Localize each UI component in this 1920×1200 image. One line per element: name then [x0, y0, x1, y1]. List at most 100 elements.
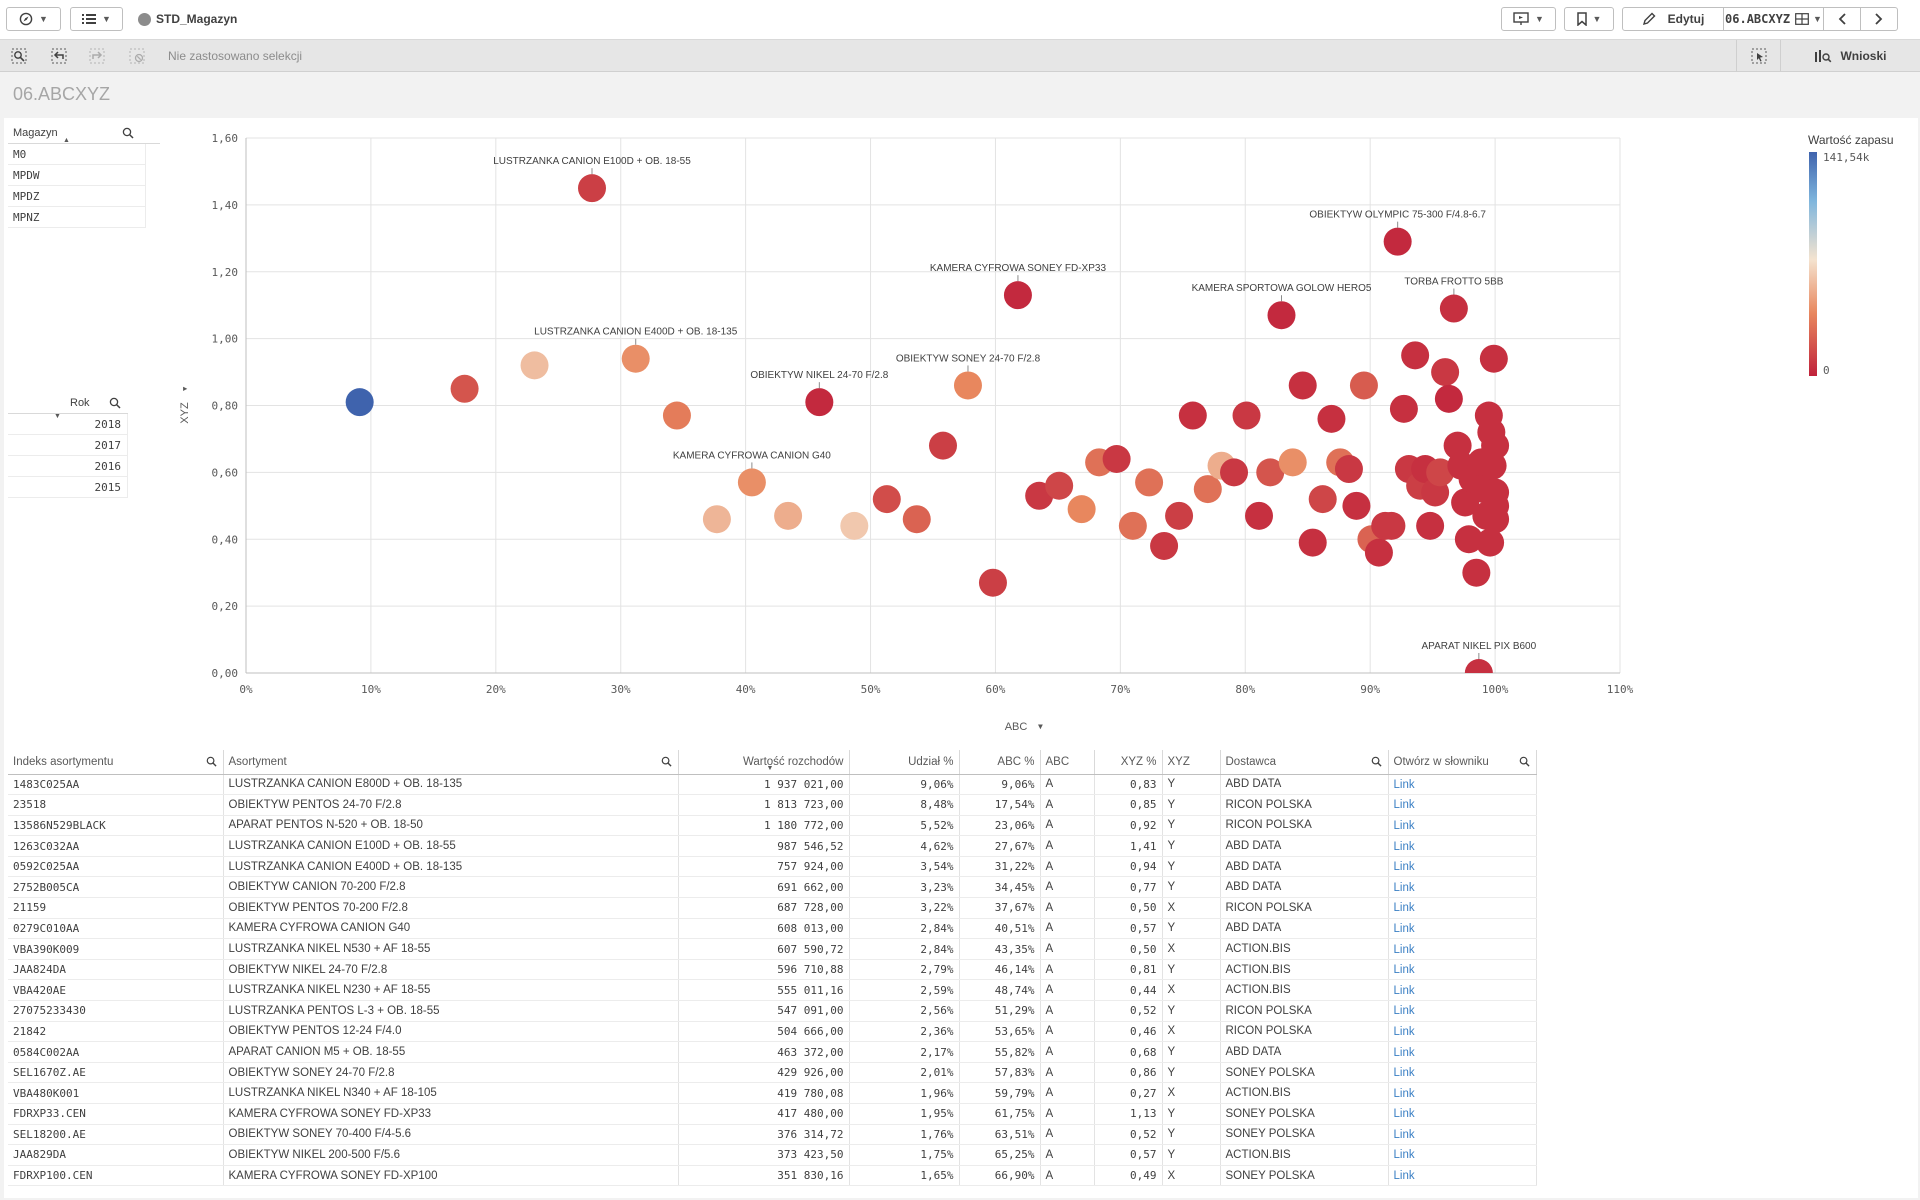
table-cell[interactable]: 0584C002AA	[8, 1041, 224, 1063]
table-cell[interactable]: 547 091,00	[678, 1000, 850, 1022]
dictionary-link[interactable]: Link	[1393, 840, 1415, 853]
table-cell[interactable]: 55,82%	[959, 1041, 1041, 1063]
table-cell[interactable]: X	[1162, 1021, 1221, 1043]
step-back-button[interactable]	[50, 47, 68, 65]
scatter-point[interactable]	[1220, 458, 1249, 487]
table-cell[interactable]: 3,23%	[849, 876, 960, 899]
table-cell[interactable]: 48,74%	[959, 979, 1041, 1002]
table-cell[interactable]: A	[1040, 1144, 1095, 1166]
scatter-point[interactable]	[805, 388, 834, 417]
table-cell[interactable]: Y	[1162, 1062, 1221, 1084]
scatter-point[interactable]	[1426, 458, 1455, 487]
scatter-point[interactable]	[737, 468, 766, 497]
search-icon[interactable]	[1519, 756, 1530, 767]
table-cell[interactable]: 8,48%	[849, 794, 960, 816]
table-cell[interactable]: A	[1040, 876, 1095, 899]
table-cell[interactable]: 23,06%	[959, 815, 1041, 837]
table-cell[interactable]: RICON POLSKA	[1220, 794, 1389, 816]
scatter-point[interactable]	[1317, 404, 1346, 433]
present-button[interactable]: ▼	[1501, 7, 1556, 31]
table-cell[interactable]: 417 480,00	[678, 1103, 850, 1125]
table-cell[interactable]: 0,50	[1094, 938, 1163, 960]
dictionary-link[interactable]: Link	[1393, 1025, 1415, 1038]
column-header-wartosc[interactable]: Wartość rozchodów ▼	[678, 750, 850, 775]
table-cell[interactable]: 57,83%	[959, 1062, 1041, 1084]
table-cell[interactable]: 2,84%	[849, 918, 960, 940]
scatter-point[interactable]	[1045, 471, 1074, 500]
table-cell[interactable]: X	[1162, 897, 1221, 919]
x-axis-title[interactable]: ABC	[1005, 721, 1028, 733]
table-cell[interactable]: 34,45%	[959, 876, 1041, 899]
search-icon[interactable]	[109, 397, 121, 409]
table-cell[interactable]: 59,79%	[959, 1082, 1041, 1104]
table-cell[interactable]: 0,57	[1094, 1144, 1163, 1166]
table-cell[interactable]: 376 314,72	[678, 1124, 850, 1146]
table-cell[interactable]: 1,41	[1094, 835, 1163, 857]
table-cell[interactable]: FDRXP33.CEN	[8, 1103, 224, 1125]
scatter-point[interactable]	[1298, 528, 1327, 557]
table-cell[interactable]: 3,22%	[849, 897, 960, 919]
column-header-abc-percent[interactable]: ABC %	[959, 750, 1041, 775]
table-cell[interactable]: LUSTRZANKA CANION E800D + OB. 18-135	[223, 774, 679, 796]
table-cell[interactable]: A	[1040, 897, 1095, 919]
table-cell[interactable]: Y	[1162, 959, 1221, 981]
table-row[interactable]: 1483C025AA LUSTRZANKA CANION E800D + OB. …	[8, 774, 1537, 796]
smart-search-button[interactable]	[10, 47, 28, 65]
scatter-point[interactable]	[1479, 344, 1508, 373]
table-cell[interactable]: Y	[1162, 1103, 1221, 1125]
table-cell[interactable]: OBIEKTYW SONEY 70-400 F/4-5.6	[223, 1124, 679, 1146]
scatter-point[interactable]	[1288, 371, 1317, 400]
table-cell[interactable]: 608 013,00	[678, 918, 850, 940]
table-cell[interactable]: 63,51%	[959, 1124, 1041, 1146]
scatter-point[interactable]	[774, 501, 803, 530]
table-cell[interactable]: Y	[1162, 835, 1221, 857]
table-cell[interactable]: ABD DATA	[1220, 856, 1389, 878]
table-cell[interactable]: 3,54%	[849, 856, 960, 878]
table-cell[interactable]: Y	[1162, 876, 1221, 899]
table-row[interactable]: VBA420AE LUSTRZANKA NIKEL N230 + AF 18-55…	[8, 979, 1537, 1002]
table-cell[interactable]: OBIEKTYW PENTOS 70-200 F/2.8	[223, 897, 679, 919]
table-cell[interactable]: 31,22%	[959, 856, 1041, 878]
table-cell[interactable]: 5,52%	[849, 815, 960, 837]
table-cell[interactable]: A	[1040, 815, 1095, 837]
scatter-point[interactable]	[978, 568, 1007, 597]
table-row[interactable]: JAA829DA OBIEKTYW NIKEL 200-500 F/5.6 373 …	[8, 1144, 1537, 1166]
table-row[interactable]: 1263C032AA LUSTRZANKA CANION E100D + OB. …	[8, 835, 1537, 857]
scatter-point[interactable]	[1334, 455, 1363, 484]
table-cell[interactable]: 0,92	[1094, 815, 1163, 837]
table-cell[interactable]: 2,56%	[849, 1000, 960, 1022]
table-cell[interactable]: A	[1040, 1165, 1095, 1187]
table-cell[interactable]: 1,96%	[849, 1082, 960, 1104]
table-cell[interactable]: LUSTRZANKA NIKEL N530 + AF 18-55	[223, 938, 679, 960]
table-cell[interactable]: SONEY POLSKA	[1220, 1062, 1389, 1084]
table-cell[interactable]: KAMERA CYFROWA SONEY FD-XP33	[223, 1103, 679, 1125]
scatter-point[interactable]	[953, 371, 982, 400]
table-cell[interactable]: 1,65%	[849, 1165, 960, 1187]
table-cell[interactable]: 596 710,88	[678, 959, 850, 981]
scatter-point[interactable]	[1067, 495, 1096, 524]
column-header-abc[interactable]: ABC	[1040, 750, 1095, 775]
scatter-point[interactable]	[1193, 475, 1222, 504]
scatter-point[interactable]	[1481, 491, 1510, 520]
filter-item[interactable]: MPNZ	[8, 207, 145, 228]
filter-item[interactable]: MPDW	[8, 165, 145, 186]
table-cell[interactable]: Y	[1162, 815, 1221, 837]
table-cell[interactable]: 429 926,00	[678, 1062, 850, 1084]
table-row[interactable]: 13586N529BLACK APARAT PENTOS N-520 + OB. …	[8, 815, 1537, 837]
scatter-point[interactable]	[1178, 401, 1207, 430]
table-row[interactable]: SEL18200.AE OBIEKTYW SONEY 70-400 F/4-5.6…	[8, 1124, 1537, 1146]
table-cell[interactable]: 2,84%	[849, 938, 960, 960]
scatter-point[interactable]	[1462, 558, 1491, 587]
table-cell[interactable]: RICON POLSKA	[1220, 1021, 1389, 1043]
table-cell[interactable]: 9,06%	[959, 774, 1041, 796]
table-cell[interactable]: ABD DATA	[1220, 876, 1389, 899]
scatter-point[interactable]	[577, 174, 606, 203]
scatter-point[interactable]	[1232, 401, 1261, 430]
table-cell[interactable]: ACTION.BIS	[1220, 979, 1389, 1002]
table-cell[interactable]: 0,27	[1094, 1082, 1163, 1104]
filter-item[interactable]: 2015	[8, 477, 127, 498]
table-cell[interactable]: ACTION.BIS	[1220, 1144, 1389, 1166]
table-cell[interactable]: OBIEKTYW PENTOS 12-24 F/4.0	[223, 1021, 679, 1043]
table-row[interactable]: FDRXP100.CEN KAMERA CYFROWA SONEY FD-XP10…	[8, 1165, 1537, 1187]
next-sheet-button[interactable]	[1860, 7, 1898, 31]
